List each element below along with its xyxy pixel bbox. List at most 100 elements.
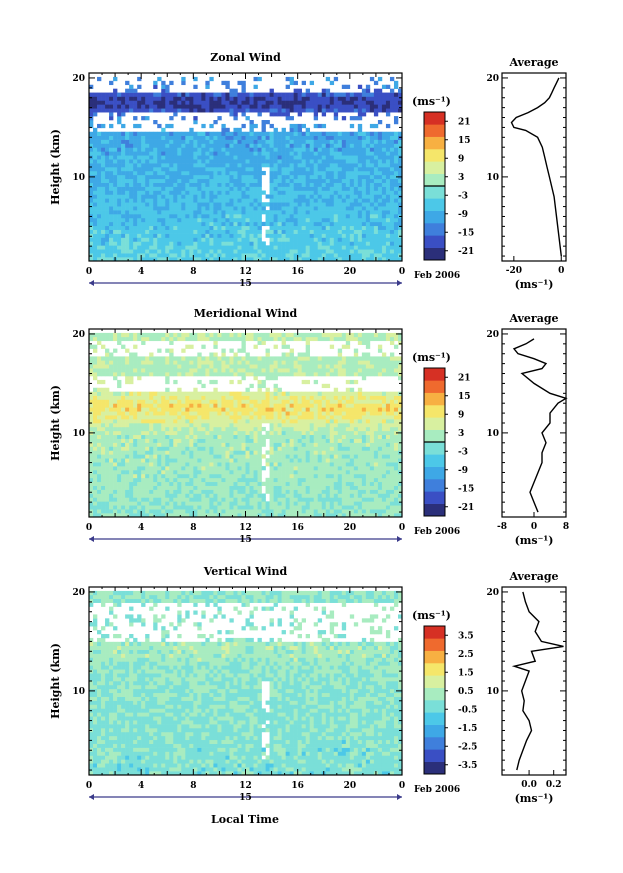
heatmap-cell bbox=[297, 127, 302, 133]
heatmap-cell bbox=[129, 225, 134, 230]
heatmap-cell bbox=[141, 442, 146, 447]
heatmap-cell bbox=[193, 497, 198, 502]
heatmap-cell bbox=[145, 206, 150, 211]
heatmap-cell bbox=[185, 174, 190, 180]
heatmap-cell bbox=[189, 143, 194, 148]
heatmap-cell bbox=[277, 249, 282, 254]
heatmap-cell bbox=[193, 100, 198, 105]
heatmap-cell bbox=[165, 131, 170, 136]
heatmap-cell bbox=[373, 434, 379, 439]
heatmap-cell bbox=[357, 182, 363, 187]
heatmap-cell bbox=[361, 489, 367, 494]
heatmap-cell bbox=[337, 163, 343, 168]
heatmap-cell bbox=[337, 139, 343, 144]
heatmap-cell bbox=[133, 438, 138, 443]
heatmap-cell bbox=[381, 237, 387, 242]
heatmap-cell bbox=[217, 163, 222, 168]
heatmap-cell bbox=[165, 194, 170, 199]
heatmap-cell bbox=[101, 135, 106, 140]
heatmap-cell bbox=[265, 513, 270, 518]
heatmap-cell bbox=[241, 458, 246, 463]
heatmap-cell bbox=[233, 450, 238, 455]
heatmap-cell bbox=[313, 237, 319, 242]
heatmap-cell bbox=[149, 245, 154, 250]
heatmap-cell bbox=[97, 434, 102, 439]
heatmap-cell bbox=[289, 123, 294, 129]
heatmap-cell bbox=[325, 139, 331, 144]
heatmap-cell bbox=[125, 493, 130, 498]
heatmap-cell bbox=[249, 462, 254, 467]
heatmap-cell bbox=[293, 210, 298, 215]
heatmap-cell bbox=[93, 167, 98, 172]
heatmap-cell bbox=[365, 217, 371, 223]
heatmap-cell bbox=[105, 497, 110, 502]
heatmap-cell bbox=[277, 450, 282, 455]
heatmap-cell bbox=[205, 108, 210, 113]
heatmap-cell bbox=[241, 92, 246, 97]
heatmap-cell bbox=[333, 190, 339, 195]
heatmap-cell bbox=[161, 96, 166, 101]
heatmap-cell bbox=[245, 454, 250, 459]
heatmap-cell bbox=[285, 493, 290, 498]
heatmap-cell bbox=[289, 501, 294, 506]
heatmap-cell bbox=[173, 194, 178, 199]
heatmap-cell bbox=[241, 470, 246, 475]
heatmap-cell bbox=[309, 198, 315, 203]
heatmap-cell bbox=[229, 88, 234, 93]
heatmap-cell bbox=[337, 450, 343, 455]
heatmap-cell bbox=[229, 170, 234, 176]
heatmap-cell bbox=[125, 96, 130, 101]
heatmap-cell bbox=[345, 481, 351, 486]
heatmap-cell bbox=[117, 143, 122, 148]
heatmap-cell bbox=[177, 446, 182, 451]
heatmap-cell bbox=[245, 481, 250, 486]
heatmap-cell bbox=[173, 497, 178, 502]
heatmap-cell bbox=[353, 210, 359, 215]
heatmap-cell bbox=[177, 174, 182, 180]
heatmap-cell bbox=[257, 493, 262, 498]
heatmap-cell bbox=[341, 434, 347, 439]
heatmap-cell bbox=[109, 217, 114, 223]
heatmap-cell bbox=[229, 174, 234, 180]
heatmap-cell bbox=[361, 233, 367, 238]
heatmap-cell bbox=[229, 225, 234, 230]
heatmap-cell bbox=[233, 442, 238, 447]
heatmap-cell bbox=[229, 190, 234, 195]
heatmap-cell bbox=[233, 430, 238, 436]
heatmap-cell bbox=[377, 458, 383, 463]
heatmap-cell bbox=[89, 241, 94, 246]
heatmap-cell bbox=[309, 139, 315, 144]
heatmap-cell bbox=[209, 163, 214, 168]
heatmap-cell bbox=[149, 170, 154, 176]
heatmap-cell bbox=[133, 481, 138, 486]
heatmap-cell bbox=[197, 104, 202, 109]
heatmap-cell bbox=[285, 233, 290, 238]
heatmap-cell bbox=[389, 253, 395, 258]
heatmap-cell bbox=[89, 131, 94, 136]
heatmap-cell bbox=[177, 458, 182, 463]
heatmap-cell bbox=[233, 485, 238, 490]
heatmap-cell bbox=[145, 217, 150, 223]
heatmap-cell bbox=[137, 225, 142, 230]
heatmap-cell bbox=[89, 178, 94, 183]
heatmap-cell bbox=[133, 88, 138, 93]
heatmap-cell bbox=[397, 249, 403, 254]
heatmap-cell bbox=[213, 438, 218, 443]
heatmap-cell bbox=[157, 237, 162, 242]
heatmap-cell bbox=[141, 241, 146, 246]
heatmap-cell bbox=[313, 462, 319, 467]
heatmap-cell bbox=[353, 159, 359, 164]
heatmap-cell bbox=[129, 88, 134, 93]
heatmap-cell bbox=[337, 229, 343, 234]
heatmap-cell bbox=[337, 108, 343, 113]
heatmap-cell bbox=[197, 139, 202, 144]
heatmap-cell bbox=[149, 249, 154, 254]
heatmap-cell bbox=[353, 182, 359, 187]
heatmap-cell bbox=[309, 241, 315, 246]
heatmap-cell bbox=[153, 155, 158, 160]
heatmap-cell bbox=[177, 434, 182, 439]
heatmap-cell bbox=[245, 505, 250, 510]
heatmap-cell bbox=[101, 462, 106, 467]
heatmap-cell bbox=[281, 454, 286, 459]
heatmap-cell bbox=[329, 442, 335, 447]
